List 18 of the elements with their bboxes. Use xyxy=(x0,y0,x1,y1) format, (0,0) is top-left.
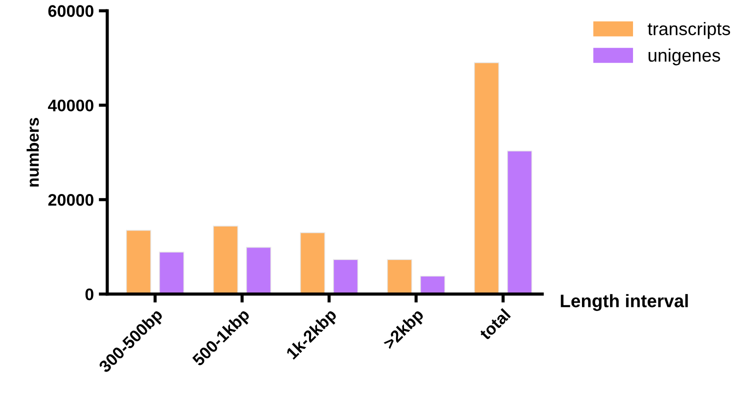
bar xyxy=(300,232,326,294)
bar xyxy=(474,62,500,294)
x-axis-title: Length interval xyxy=(560,294,688,311)
y-tick-label: 40000 xyxy=(48,100,94,112)
legend-label: unigenes xyxy=(648,48,720,66)
bar xyxy=(507,150,532,294)
legend-label: transcripts xyxy=(648,22,730,39)
bar xyxy=(126,230,152,294)
bar xyxy=(333,259,358,294)
bar xyxy=(386,259,412,294)
bar xyxy=(246,246,272,294)
bar xyxy=(212,226,238,294)
bar xyxy=(420,276,446,294)
y-tick-label: 0 xyxy=(85,288,94,300)
y-axis-title: numbers xyxy=(26,118,39,187)
bar xyxy=(159,252,184,294)
y-tick-label: 20000 xyxy=(48,194,94,206)
y-tick-label: 60000 xyxy=(48,5,94,17)
